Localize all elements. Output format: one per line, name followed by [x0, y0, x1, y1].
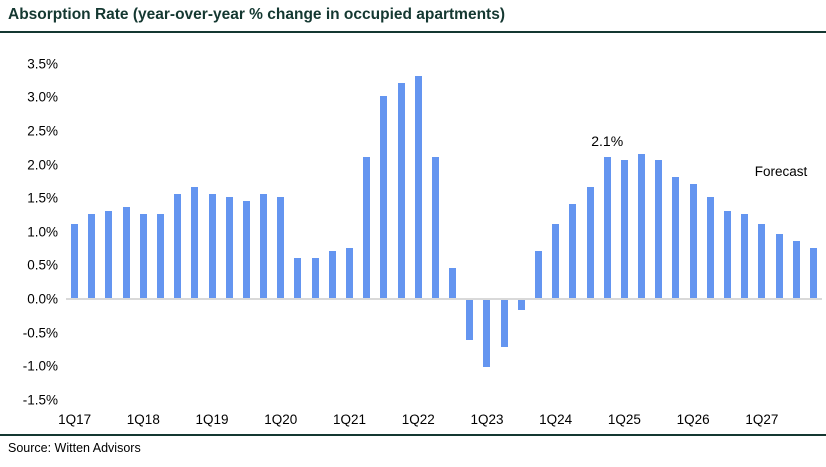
x-axis-tick-label: 1Q19 [195, 412, 229, 427]
bar-2Q27 [775, 234, 783, 298]
x-axis-tick-label: 1Q24 [539, 412, 573, 427]
bar-3Q19 [242, 200, 250, 298]
bar-1Q25 [620, 160, 628, 298]
y-axis-tick-label: 3.5% [27, 56, 58, 72]
bar-3Q22 [449, 267, 457, 298]
bar-4Q21 [397, 82, 405, 298]
bar-2Q18 [157, 214, 164, 298]
zero-axis-line [66, 298, 822, 300]
y-axis-tick-label: 2.0% [27, 157, 58, 173]
bar-2Q20 [294, 257, 302, 298]
chart-title: Absorption Rate (year-over-year % change… [8, 6, 505, 23]
title-divider-rule [0, 31, 826, 33]
y-axis-tick-label: 1.5% [27, 190, 58, 206]
bar-2Q23 [500, 300, 508, 348]
source-attribution: Source: Witten Advisors [8, 441, 141, 455]
x-axis-tick-label: 1Q25 [607, 412, 641, 427]
bar-2Q17 [88, 214, 96, 298]
bar-4Q24 [603, 156, 611, 298]
bar-1Q17 [71, 224, 79, 298]
bar-1Q23 [483, 300, 491, 368]
bar-1Q18 [139, 214, 147, 298]
y-axis-tick-label: -1.0% [22, 358, 58, 374]
x-axis-tick-label: 1Q26 [676, 412, 710, 427]
bar-4Q19 [260, 193, 268, 298]
x-axis-tick-label: 1Q18 [126, 412, 160, 427]
bar-1Q19 [208, 193, 216, 298]
plot-area: 3.5% 3.0% 2.5% 2.0% 1.5% 1.0% 0.5% 0.0% -0.5% -1.… [22, 56, 822, 427]
peak-value-label: 2.1% [591, 132, 624, 149]
bar-4Q26 [741, 214, 749, 298]
bar-3Q20 [311, 257, 319, 298]
bar-4Q22 [466, 300, 474, 341]
bar-2Q24 [569, 203, 577, 298]
bar-1Q27 [758, 224, 766, 298]
x-axis-tick-label: 1Q23 [470, 412, 504, 427]
y-axis-tick-label: 3.0% [27, 89, 58, 105]
x-axis-tick-label: 1Q22 [401, 412, 435, 427]
x-axis-tick-label: 1Q21 [332, 412, 367, 427]
y-axis-tick-label: 1.0% [27, 224, 58, 240]
bar-4Q20 [328, 250, 336, 298]
bar-4Q18 [191, 187, 199, 298]
bar-3Q23 [517, 300, 525, 311]
bar-1Q20 [277, 197, 285, 298]
bar-4Q17 [122, 207, 130, 298]
bar-3Q24 [586, 187, 594, 298]
footer-divider-rule [0, 434, 826, 436]
bar-4Q27 [809, 247, 817, 298]
bar-3Q21 [380, 96, 388, 298]
bar-2Q22 [431, 156, 439, 298]
y-axis-tick-label: 0.0% [27, 291, 58, 307]
y-axis-tick-label: -1.5% [22, 392, 58, 408]
bar-1Q24 [552, 224, 560, 298]
bar-3Q26 [724, 210, 731, 298]
bar-3Q27 [792, 240, 800, 298]
bar-2Q19 [225, 197, 233, 298]
x-axis-tick-label: 1Q20 [264, 412, 298, 427]
bar-4Q25 [672, 177, 680, 298]
bar-1Q21 [346, 247, 353, 298]
forecast-label: Forecast [754, 164, 808, 179]
bar-2Q26 [706, 197, 714, 298]
bar-1Q22 [414, 76, 422, 298]
bar-4Q23 [535, 250, 542, 298]
bar-3Q18 [174, 193, 182, 298]
bar-2Q25 [638, 153, 646, 298]
x-axis-tick-label: 1Q27 [745, 412, 779, 427]
bar-2Q21 [363, 156, 371, 298]
bar-1Q26 [689, 183, 697, 298]
y-axis-tick-label: -0.5% [22, 325, 58, 341]
x-axis-tick-label: 1Q17 [58, 412, 92, 427]
y-axis-tick-label: 0.5% [27, 257, 58, 273]
bar-3Q25 [655, 160, 663, 298]
y-axis-tick-label: 2.5% [27, 123, 58, 139]
bar-3Q17 [105, 210, 113, 298]
